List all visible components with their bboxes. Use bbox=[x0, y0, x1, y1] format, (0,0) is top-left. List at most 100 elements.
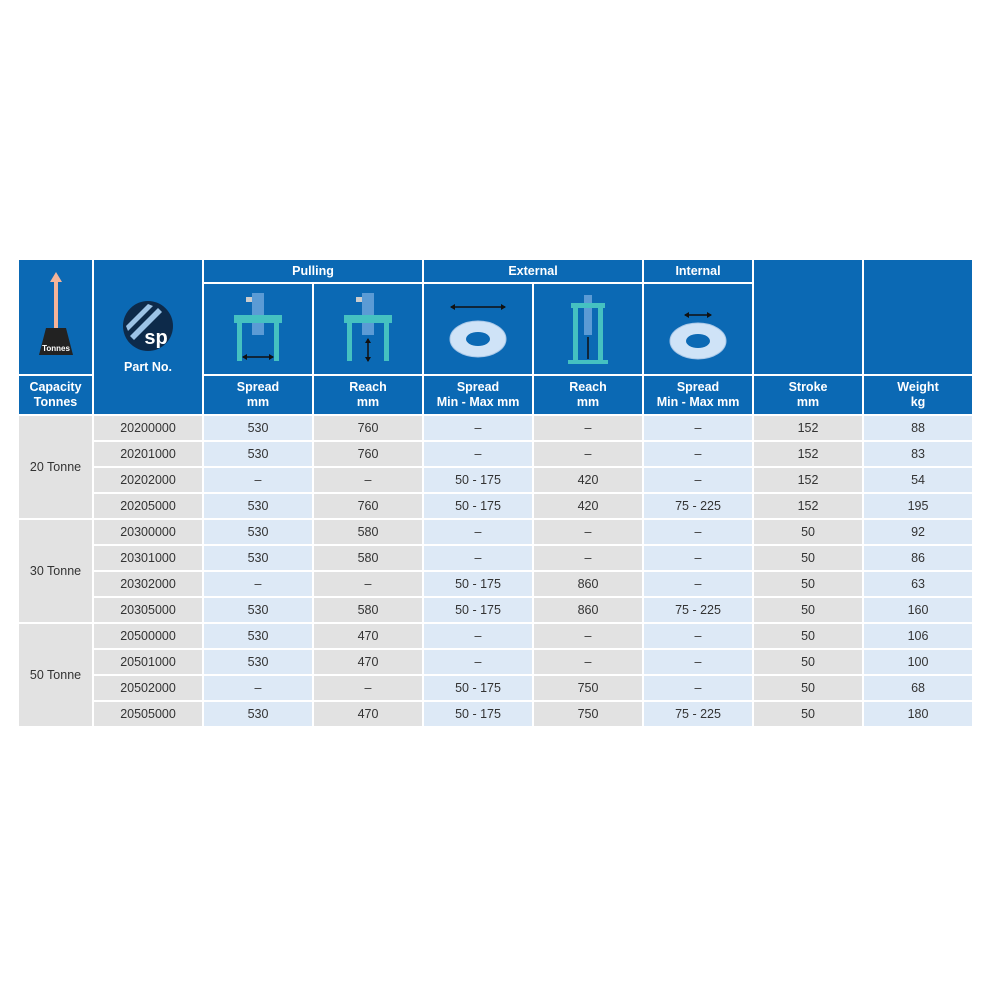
stroke-cell: 152 bbox=[752, 414, 865, 442]
external-reach-cell: – bbox=[532, 544, 645, 572]
table-row: 20502000– –50 - 175 750–50 68 bbox=[18, 674, 975, 702]
stroke-header-blank bbox=[752, 258, 865, 376]
part-no-cell: 20305000 bbox=[92, 596, 204, 624]
external-spread-cell: – bbox=[422, 440, 535, 468]
table-row: 20301000 530 580– – –50 86 bbox=[18, 544, 975, 572]
stroke-cell: 50 bbox=[752, 596, 865, 624]
external-reach-cell: – bbox=[532, 440, 645, 468]
pulling-reach-cell: – bbox=[311, 674, 425, 702]
internal-spread-cell: 75 - 225 bbox=[642, 596, 755, 624]
internal-spread-cell: – bbox=[642, 648, 755, 676]
weight-lift-icon: Tonnes bbox=[38, 271, 73, 355]
group-internal: Internal bbox=[642, 258, 755, 284]
specification-table: Tonnes sp Part No. Pulling External Inte… bbox=[17, 258, 975, 728]
weight-cell: 180 bbox=[862, 700, 975, 728]
table-row: 20305000 530 580 50 - 175 860 75 - 225 50 160 bbox=[18, 596, 975, 624]
stroke-cell: 50 bbox=[752, 700, 865, 728]
external-reach-cell: – bbox=[532, 518, 645, 546]
puller-spread-icon bbox=[234, 293, 282, 361]
svg-text:sp: sp bbox=[144, 327, 167, 349]
part-no-cell: 20500000 bbox=[92, 622, 204, 650]
pulling-reach-cell: – bbox=[311, 570, 425, 598]
table-row: 30 Tonne 20300000 530 580– – –50 92 bbox=[17, 518, 975, 624]
weight-cell: 92 bbox=[862, 518, 975, 546]
sp-logo-icon: sp bbox=[123, 300, 173, 351]
external-reach-cell: 750 bbox=[532, 674, 645, 702]
pulling-spread-cell: – bbox=[202, 466, 314, 494]
external-spread-icon-cell bbox=[422, 282, 535, 376]
part-no-label: Part No. bbox=[124, 359, 172, 374]
pulling-spread-icon-cell bbox=[202, 282, 314, 376]
stroke-cell: 152 bbox=[752, 492, 865, 520]
pulling-reach-cell: 580 bbox=[311, 596, 425, 624]
weight-cell: 83 bbox=[862, 440, 975, 468]
external-spread-cell: – bbox=[422, 414, 535, 442]
pulling-spread-cell: 530 bbox=[202, 440, 314, 468]
internal-spread-cell: – bbox=[642, 518, 755, 546]
stroke-cell: 50 bbox=[752, 570, 865, 598]
col-header-external-spread: Spread Min - Max mm bbox=[422, 374, 535, 416]
pulling-reach-cell: 760 bbox=[311, 492, 425, 520]
capacity-cell: 20 Tonne bbox=[17, 414, 94, 520]
part-no-cell: 20501000 bbox=[92, 648, 204, 676]
pulling-spread-cell: 530 bbox=[202, 518, 314, 546]
stroke-cell: 50 bbox=[752, 518, 865, 546]
external-spread-cell: 50 - 175 bbox=[422, 570, 535, 598]
table-row: 20202000– –50 - 175 420–152 54 bbox=[18, 466, 975, 494]
external-reach-cell: 860 bbox=[532, 570, 645, 598]
table-row: 20505000 530 470 50 - 175 750 75 - 225 50 180 bbox=[18, 700, 975, 728]
puller-reach-icon bbox=[344, 293, 392, 362]
pulling-reach-cell: 470 bbox=[311, 622, 425, 650]
external-spread-cell: 50 - 175 bbox=[422, 466, 535, 494]
pulling-reach-icon-cell bbox=[311, 282, 425, 376]
table-row: 50 Tonne 20500000 530 470– – –50 106 bbox=[17, 622, 975, 728]
part-no-cell: 20301000 bbox=[92, 544, 204, 572]
part-no-cell: 20201000 bbox=[92, 440, 204, 468]
weight-cell: 54 bbox=[862, 466, 975, 494]
part-no-cell: 20505000 bbox=[92, 700, 204, 728]
weight-cell: 160 bbox=[862, 596, 975, 624]
weight-cell: 88 bbox=[862, 414, 975, 442]
table-row: 20 Tonne 20200000 530 760– – –152 88 bbox=[17, 414, 975, 520]
col-header-internal-spread: Spread Min - Max mm bbox=[642, 374, 755, 416]
capacity-header: Capacity Tonnes bbox=[17, 374, 94, 416]
pulling-spread-cell: 530 bbox=[202, 596, 314, 624]
internal-spread-cell: – bbox=[642, 622, 755, 650]
weight-cell: 195 bbox=[862, 492, 975, 520]
internal-spread-cell: – bbox=[642, 440, 755, 468]
external-reach-cell: – bbox=[532, 648, 645, 676]
external-spread-cell: – bbox=[422, 648, 535, 676]
pulling-spread-cell: – bbox=[202, 674, 314, 702]
external-spread-cell: – bbox=[422, 518, 535, 546]
internal-spread-cell: – bbox=[642, 674, 755, 702]
part-no-cell: 20300000 bbox=[92, 518, 204, 546]
external-reach-cell: 750 bbox=[532, 700, 645, 728]
pulling-spread-cell: 530 bbox=[202, 648, 314, 676]
external-spread-cell: 50 - 175 bbox=[422, 674, 535, 702]
pulling-spread-cell: 530 bbox=[202, 492, 314, 520]
external-spread-cell: 50 - 175 bbox=[422, 700, 535, 728]
weight-cell: 86 bbox=[862, 544, 975, 572]
internal-spread-cell: – bbox=[642, 544, 755, 572]
weight-header-blank bbox=[862, 258, 975, 376]
col-header-weight: Weight kg bbox=[862, 374, 975, 416]
bearing-inner-spread-icon bbox=[669, 312, 727, 360]
external-spread-cell: 50 - 175 bbox=[422, 596, 535, 624]
external-spread-cell: – bbox=[422, 544, 535, 572]
col-header-pulling-spread: Spread mm bbox=[202, 374, 314, 416]
table-row: 20205000 530 760 50 - 175 420 75 - 225 152 195 bbox=[18, 492, 975, 520]
stroke-cell: 152 bbox=[752, 466, 865, 494]
internal-spread-cell: 75 - 225 bbox=[642, 492, 755, 520]
external-spread-cell: – bbox=[422, 622, 535, 650]
group-pulling: Pulling bbox=[201, 258, 425, 284]
pulling-spread-cell: 530 bbox=[202, 544, 314, 572]
table-row: 20201000 530 760– – –152 83 bbox=[18, 440, 975, 468]
col-header-external-reach: Reach mm bbox=[532, 374, 645, 416]
external-reach-cell: 420 bbox=[532, 492, 645, 520]
external-reach-cell: 420 bbox=[532, 466, 645, 494]
part-no-cell: 20205000 bbox=[92, 492, 204, 520]
pulling-reach-cell: 580 bbox=[311, 544, 425, 572]
table-row: 20302000– –50 - 175 860–50 63 bbox=[18, 570, 975, 598]
part-no-cell: 20302000 bbox=[92, 570, 204, 598]
internal-spread-cell: – bbox=[642, 414, 755, 442]
